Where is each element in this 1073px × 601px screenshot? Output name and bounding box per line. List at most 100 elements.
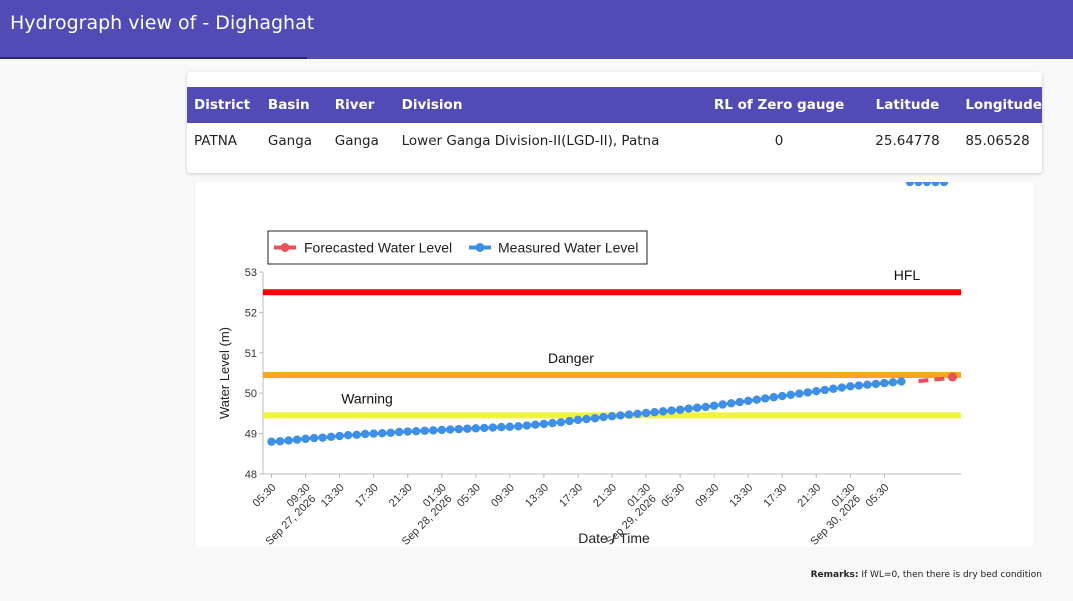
cell-basin: Ganga: [267, 133, 313, 149]
measured-point: [463, 424, 472, 433]
measured-point: [931, 177, 940, 187]
y-tick-label: 53: [245, 267, 257, 279]
measured-point: [888, 378, 898, 387]
title-underline: [0, 57, 307, 59]
x-tick-label-group: 21:30: [591, 482, 619, 510]
measured-point: [854, 381, 864, 390]
measured-point: [709, 401, 719, 410]
measured-point: [735, 397, 744, 407]
x-tick-label: 21:30: [387, 482, 415, 510]
measured-point: [863, 380, 872, 389]
measured-point: [556, 418, 566, 427]
x-tick-label-group: 13:30: [523, 482, 551, 510]
measured-point: [692, 403, 702, 412]
reference-label-hfl: HFL: [894, 267, 921, 283]
measured-point: [624, 410, 634, 419]
measured-point: [820, 385, 830, 395]
measured-point: [701, 402, 710, 412]
measured-point: [871, 379, 881, 389]
measured-point: [607, 412, 617, 421]
column-header-basin: Basin: [267, 97, 310, 113]
measured-point: [812, 386, 821, 396]
measured-point: [377, 428, 387, 438]
measured-point: [650, 407, 659, 417]
measured-point: [726, 399, 736, 408]
measured-point: [565, 416, 574, 426]
column-header-longitude: Longitude: [965, 97, 1042, 113]
page-title: Hydrograph view of - Dighaghat: [10, 12, 315, 34]
cell-rl-zero-gauge: 0: [774, 133, 784, 149]
x-tick-label: 05:30: [864, 482, 892, 510]
measured-point: [590, 414, 600, 423]
x-tick-label-group: 21:30: [795, 482, 823, 510]
measured-point: [488, 423, 498, 432]
reference-label-warning: Warning: [341, 390, 393, 406]
measured-point: [352, 430, 361, 440]
measured-point: [403, 427, 412, 436]
x-tick-label-group: 09:30: [693, 482, 721, 510]
measured-point: [505, 422, 515, 431]
measured-point: [437, 425, 446, 435]
series-line-forecast: [918, 375, 953, 384]
x-tick-label-group: 05:30: [864, 482, 892, 510]
remarks: Remarks: If WL=0, then there is dry bed …: [811, 570, 1042, 580]
measured-point: [641, 408, 651, 418]
measured-point: [786, 390, 795, 400]
measured-point: [497, 422, 506, 432]
measured-point: [837, 383, 847, 392]
measured-point: [829, 384, 838, 393]
remarks-label: Remarks:: [810, 570, 859, 580]
x-tick-label-group: 17:30: [557, 482, 585, 510]
table-row: PATNA Ganga Ganga Lower Ganga Division-I…: [187, 123, 1042, 159]
x-tick-label: 17:30: [353, 482, 381, 510]
reference-label-danger: Danger: [548, 350, 594, 366]
measured-point: [846, 382, 855, 391]
column-header-district: District: [194, 97, 251, 113]
measured-point: [880, 378, 889, 388]
x-tick-label: 05:30: [251, 482, 279, 510]
legend-box: [267, 230, 648, 265]
x-tick-label: 21:30: [591, 482, 619, 510]
measured-point: [897, 377, 906, 386]
cell-latitude: 25.64778: [875, 133, 940, 149]
measured-point: [573, 415, 583, 425]
y-tick-label: 52: [245, 307, 257, 319]
y-tick-label: 51: [245, 348, 257, 360]
hydrograph-chart: Forecasted Water Level Measured Water Le…: [196, 177, 1033, 548]
legend-measured-marker: [475, 243, 485, 252]
x-tick-label-group: 09:30: [489, 482, 517, 510]
measured-point: [675, 405, 685, 414]
measured-point: [471, 424, 481, 433]
measured-point: [922, 177, 932, 187]
measured-point: [667, 406, 676, 415]
measured-point: [778, 391, 787, 401]
x-tick-label-group: 05:30: [251, 482, 279, 510]
x-tick-label-group: 13:30: [727, 482, 755, 510]
measured-point: [267, 437, 276, 446]
measured-point: [309, 433, 319, 443]
y-tick-label: 49: [245, 429, 257, 441]
forecast-point: [947, 372, 957, 382]
measured-point: [301, 434, 310, 444]
x-tick-label: 17:30: [761, 482, 789, 510]
station-info-card: District Basin River Division RL of Zero…: [187, 72, 1042, 173]
x-tick-label: 13:30: [727, 482, 755, 510]
legend-item-forecast[interactable]: Forecasted Water Level: [274, 240, 452, 256]
measured-point: [599, 412, 608, 422]
x-tick-label-group: 17:30: [761, 482, 789, 510]
legend-item-measured[interactable]: Measured Water Level: [469, 240, 638, 256]
x-tick-label-group: 05:30: [455, 482, 483, 510]
x-tick-label: 13:30: [523, 482, 551, 510]
measured-point: [446, 425, 455, 434]
legend-forecast-marker: [280, 243, 290, 252]
column-header-division: Division: [401, 97, 463, 113]
measured-point: [658, 407, 668, 416]
measured-point: [795, 389, 804, 398]
column-header-latitude: Latitude: [875, 97, 940, 113]
measured-point: [343, 431, 353, 440]
y-tick-label: 48: [245, 469, 257, 481]
measured-point: [914, 177, 923, 187]
x-tick-label: 21:30: [795, 482, 823, 510]
x-tick-label: 09:30: [489, 482, 517, 510]
measured-point: [326, 432, 336, 442]
